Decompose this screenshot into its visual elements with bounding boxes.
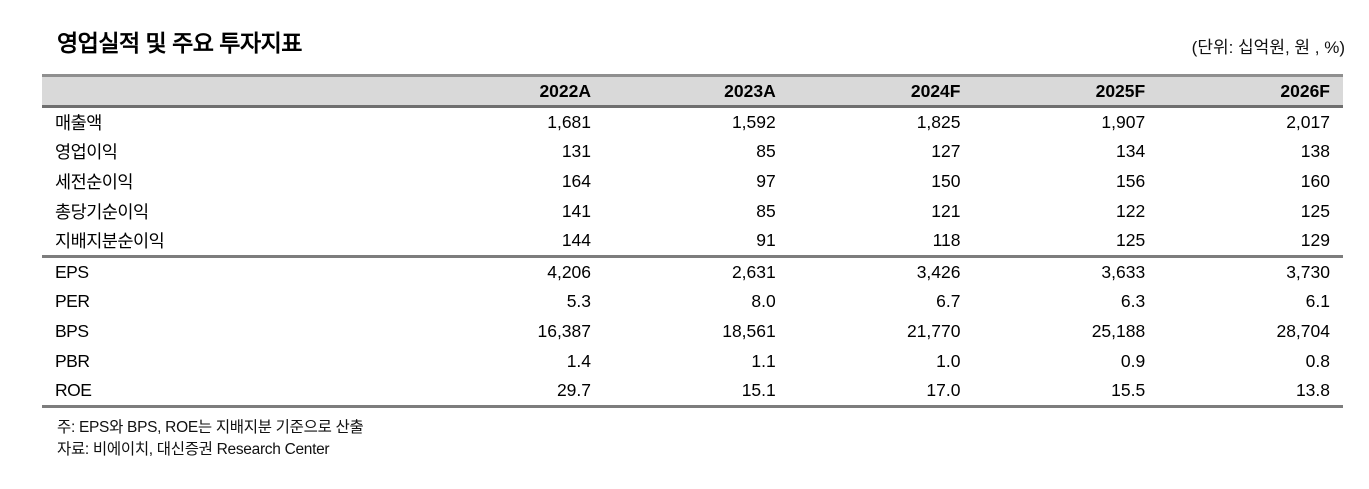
row-label: 영업이익	[55, 142, 118, 162]
cell-value: 3,633	[1101, 261, 1146, 282]
row-label: 세전순이익	[55, 172, 134, 192]
table-row-operating-profit: 영업이익 131 85 127 134 138	[42, 137, 1343, 167]
page-title: 영업실적 및 주요 투자지표	[57, 30, 302, 56]
cell-value: 16,387	[537, 321, 592, 341]
cell-value: 118	[932, 230, 961, 251]
row-label: 매출액	[55, 112, 102, 133]
cell-value: 97	[756, 171, 776, 191]
cell-value: 134	[1116, 141, 1146, 161]
cell-value: 13.8	[1295, 380, 1330, 401]
row-label: 지배지분순이익	[55, 231, 165, 252]
table-row-revenue: 매출액 1,681 1,592 1,825 1,907 2,017	[42, 107, 1343, 137]
table-row-bps: BPS 16,387 18,561 21,770 25,188 28,704	[42, 317, 1343, 347]
cell-value: 3,730	[1286, 261, 1330, 282]
cell-value: 21,770	[906, 321, 961, 341]
footnote-note: 주: EPS와 BPS, ROE는 지배지분 기준으로 산출	[57, 419, 364, 436]
cell-value: 0.9	[1120, 351, 1146, 371]
cell-value: 1,592	[731, 111, 776, 132]
cell-value: 144	[561, 230, 592, 251]
cell-value: 6.1	[1305, 291, 1330, 311]
cell-value: 156	[1116, 171, 1146, 191]
cell-value: 125	[1116, 230, 1146, 251]
valuation-metrics-group: EPS 4,206 2,631 3,426 3,633 3,730 PER 5.…	[42, 257, 1343, 407]
table-row-pbr: PBR 1.4 1.1 1.0 0.9 0.8	[42, 347, 1343, 377]
cell-value: 1,907	[1101, 111, 1146, 132]
cell-value: 3,426	[916, 261, 961, 282]
cell-value: 91	[756, 230, 776, 251]
row-label: PBR	[55, 351, 90, 371]
row-label: EPS	[55, 261, 89, 282]
cell-value: 1.4	[566, 351, 592, 371]
cell-value: 28,704	[1276, 321, 1330, 341]
table-row-total-net-profit: 총당기순이익 141 85 121 122 125	[42, 197, 1343, 227]
cell-value: 2,017	[1286, 111, 1330, 132]
cell-value: 1,825	[916, 111, 961, 132]
cell-value: 4,206	[547, 261, 592, 282]
cell-value: 129	[1300, 230, 1330, 251]
header-cell-2025f: 2025F	[1095, 80, 1146, 101]
cell-value: 18,561	[722, 321, 776, 341]
header-cell-2024f: 2024F	[910, 80, 961, 101]
cell-value: 6.3	[1120, 291, 1146, 311]
cell-value: 1.1	[751, 351, 776, 371]
cell-value: 164	[561, 171, 592, 191]
header-cell-2026f: 2026F	[1280, 80, 1330, 101]
table-row-per: PER 5.3 8.0 6.7 6.3 6.1	[42, 287, 1343, 317]
table-row-roe: ROE 29.7 15.1 17.0 15.5 13.8	[42, 377, 1343, 407]
table-row-controlling-net-profit: 지배지분순이익 144 91 118 125 129	[42, 227, 1343, 257]
header-cell-2023a: 2023A	[724, 80, 776, 101]
cell-value: 8.0	[751, 291, 776, 311]
cell-value: 85	[756, 141, 776, 161]
financials-table: 2022A 2023A 2024F 2025F 2026F 매출액 1,681 …	[42, 74, 1343, 408]
row-label: BPS	[55, 321, 89, 341]
table-row-eps: EPS 4,206 2,631 3,426 3,633 3,730	[42, 257, 1343, 287]
cell-value: 138	[1300, 141, 1330, 161]
cell-value: 5.3	[566, 291, 592, 311]
cell-value: 25,188	[1091, 321, 1146, 341]
table-row-pretax-profit: 세전순이익 164 97 150 156 160	[42, 167, 1343, 197]
cell-value: 125	[1300, 201, 1330, 221]
row-label: ROE	[55, 380, 92, 401]
cell-value: 1,681	[547, 111, 592, 132]
cell-value: 121	[931, 201, 961, 221]
cell-value: 122	[1116, 201, 1146, 221]
row-label: PER	[55, 291, 90, 311]
unit-note: (단위: 십억원, 원 , %)	[1191, 38, 1345, 57]
income-statement-group: 매출액 1,681 1,592 1,825 1,907 2,017 영업이익 1…	[42, 107, 1343, 257]
table-header-row: 2022A 2023A 2024F 2025F 2026F	[42, 75, 1343, 107]
footnotes: 주: EPS와 BPS, ROE는 지배지분 기준으로 산출 자료: 비에이치,…	[57, 417, 364, 461]
footnote-source: 자료: 비에이치, 대신증권 Research Center	[57, 441, 330, 458]
cell-value: 150	[931, 171, 961, 191]
header-cell-2022a: 2022A	[539, 80, 592, 101]
cell-value: 0.8	[1305, 351, 1330, 371]
cell-value: 85	[756, 201, 776, 221]
header-cell-empty	[42, 76, 419, 107]
cell-value: 1.0	[936, 351, 961, 371]
cell-value: 6.7	[936, 291, 961, 311]
cell-value: 15.1	[741, 380, 776, 401]
cell-value: 160	[1300, 171, 1330, 191]
cell-value: 2,631	[731, 261, 776, 282]
cell-value: 29.7	[556, 380, 592, 401]
cell-value: 127	[931, 141, 961, 161]
cell-value: 15.5	[1111, 380, 1146, 401]
row-label: 총당기순이익	[55, 202, 149, 222]
cell-value: 17.0	[926, 380, 961, 401]
cell-value: 131	[561, 141, 592, 161]
cell-value: 141	[561, 201, 592, 221]
